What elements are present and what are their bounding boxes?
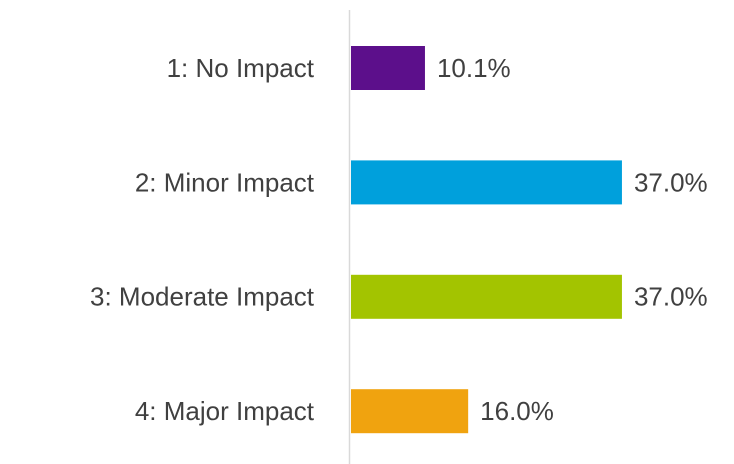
value-label: 37.0%	[634, 282, 708, 312]
value-label: 10.1%	[437, 53, 511, 83]
category-label: 2: Minor Impact	[135, 167, 315, 197]
category-label: 1: No Impact	[167, 53, 315, 83]
category-label: 4: Major Impact	[135, 396, 315, 426]
bar	[351, 160, 622, 205]
category-label: 3: Moderate Impact	[90, 282, 315, 312]
bar	[351, 274, 622, 319]
value-label: 16.0%	[480, 396, 554, 426]
bar	[351, 389, 469, 434]
bar	[351, 46, 425, 90]
value-label: 37.0%	[634, 167, 708, 197]
